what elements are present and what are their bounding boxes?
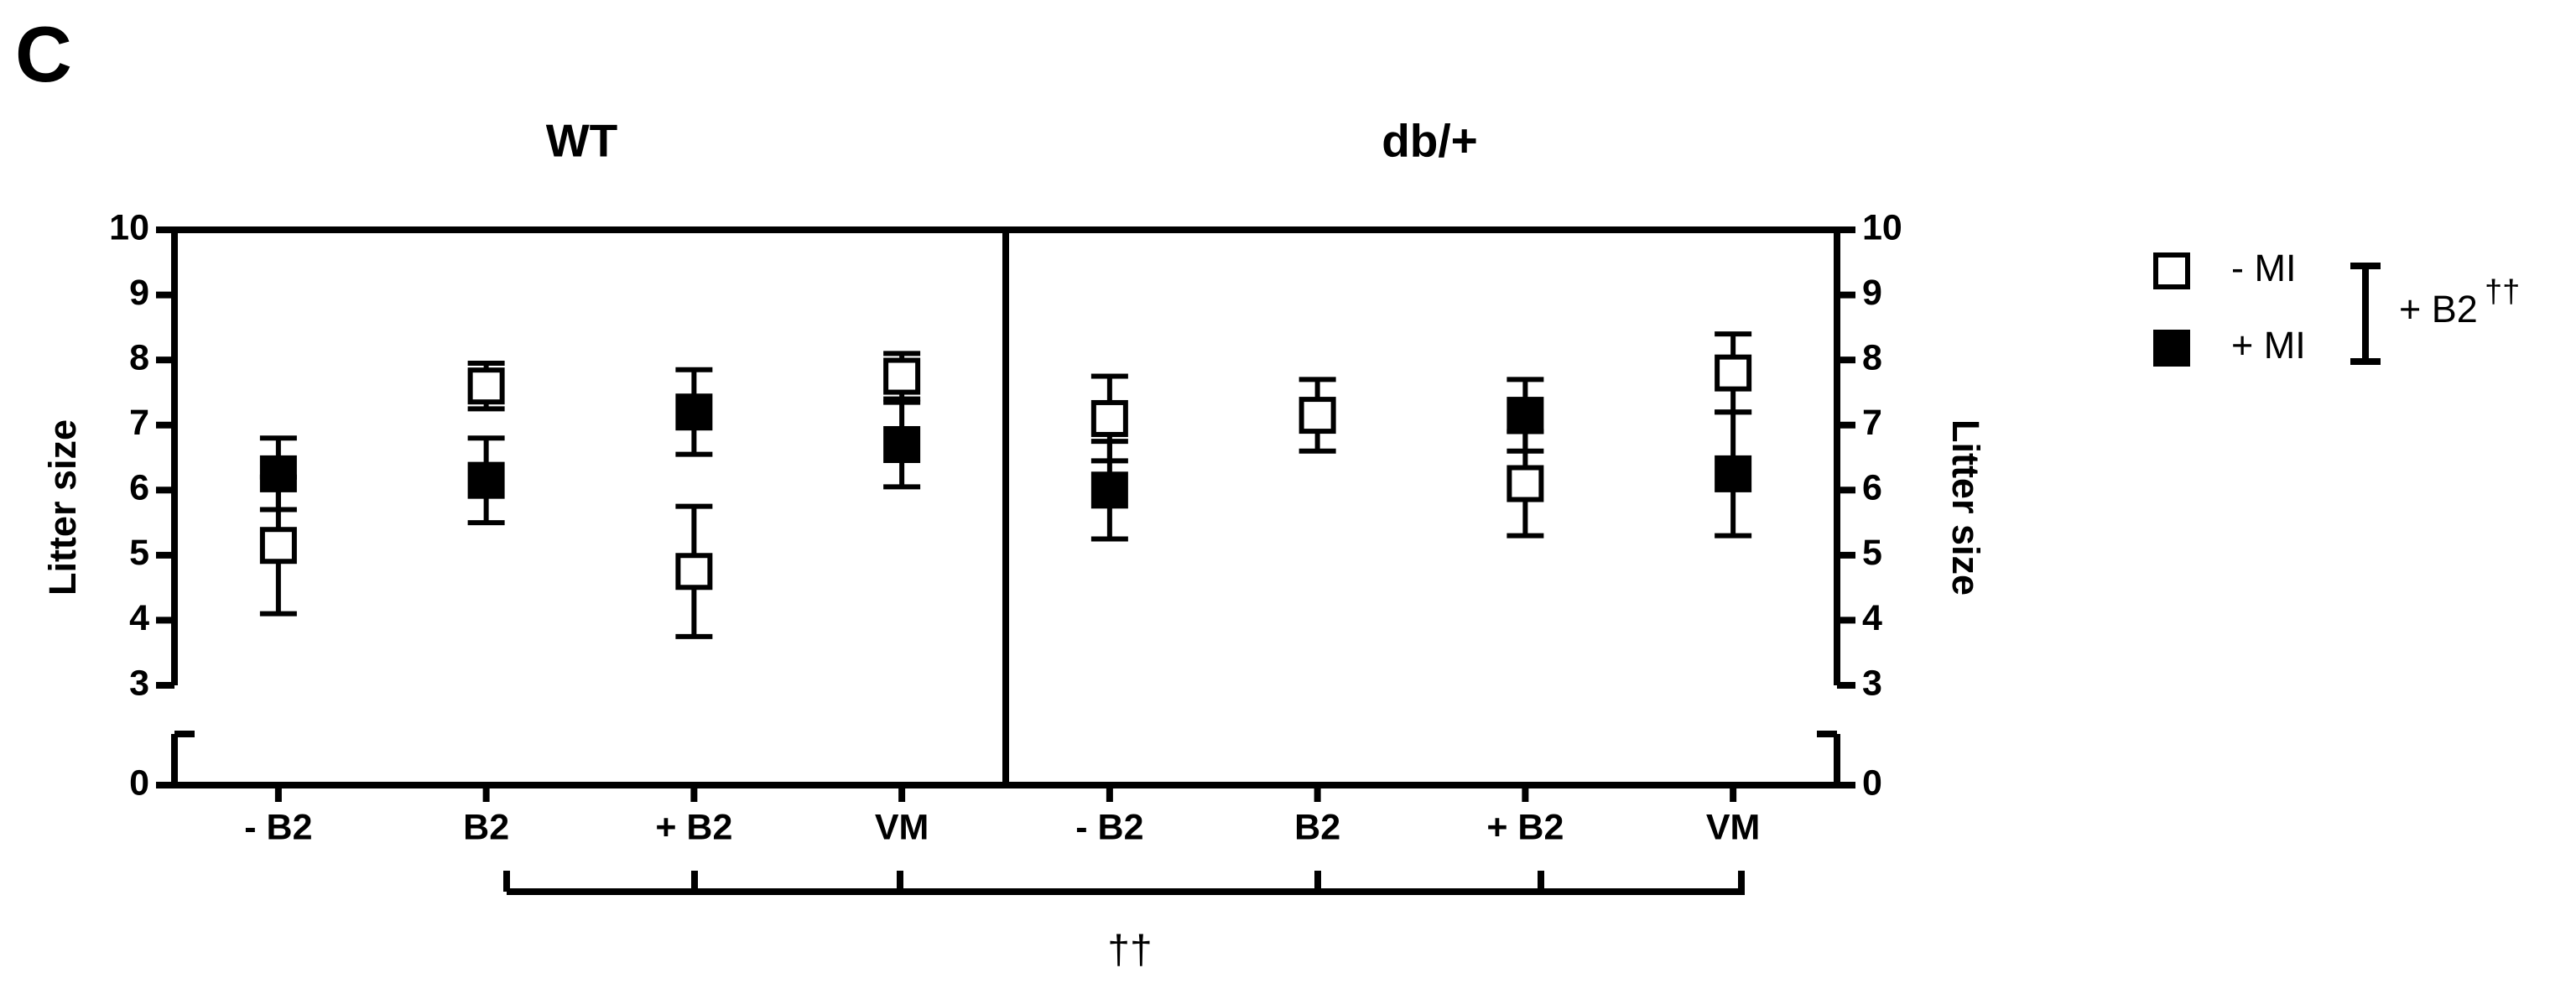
y-tick-label: 5 xyxy=(129,533,149,573)
marker xyxy=(259,527,297,565)
frame xyxy=(1006,226,1837,788)
y-tick-label: 0 xyxy=(129,762,149,803)
x-tick-label: B2 xyxy=(463,807,509,847)
x-tick-label: VM xyxy=(1706,807,1761,847)
x-tick-label: - B2 xyxy=(1075,807,1143,847)
marker xyxy=(1298,397,1336,435)
panel-title: db/+ xyxy=(1382,115,1478,167)
marker xyxy=(1507,397,1544,435)
y-tick-label: 8 xyxy=(129,338,149,378)
marker xyxy=(1715,455,1752,492)
y-tick-label: 10 xyxy=(109,207,149,247)
marker xyxy=(675,553,713,591)
x-tick-label: + B2 xyxy=(655,807,732,847)
y-axis xyxy=(171,230,195,785)
marker xyxy=(259,455,297,492)
significance-bracket xyxy=(503,871,1745,895)
y-tick-label: 9 xyxy=(1862,273,1882,313)
y-axis-label: Litter size xyxy=(41,419,84,596)
x-tick-label: + B2 xyxy=(1486,807,1564,847)
y-tick-label: 7 xyxy=(1862,403,1882,443)
legend-marker xyxy=(2153,252,2190,289)
marker xyxy=(1090,399,1128,437)
y-axis xyxy=(1817,230,1840,785)
marker xyxy=(675,393,713,431)
y-tick-label: 0 xyxy=(1862,762,1882,803)
legend-bracket xyxy=(2350,263,2381,365)
legend-marker xyxy=(2153,330,2190,367)
bracket-mark: †† xyxy=(1107,929,1152,973)
y-tick-label: 6 xyxy=(129,468,149,508)
frame xyxy=(174,226,1006,788)
marker xyxy=(1090,471,1128,509)
y-tick-label: 4 xyxy=(129,598,149,638)
y-tick-label: 9 xyxy=(129,273,149,313)
y-tick-label: 4 xyxy=(1862,598,1882,638)
y-tick-label: 10 xyxy=(1862,207,1902,247)
marker xyxy=(883,425,921,463)
y-tick-label: 7 xyxy=(129,403,149,443)
marker xyxy=(883,357,921,395)
legend-label: - MI xyxy=(2231,247,2296,289)
panel-label: C xyxy=(15,10,72,98)
x-tick-label: B2 xyxy=(1294,807,1340,847)
x-tick-label: - B2 xyxy=(244,807,312,847)
legend-bracket-mark: †† xyxy=(2485,274,2520,310)
y-tick-label: 5 xyxy=(1862,533,1882,573)
y-tick-label: 8 xyxy=(1862,338,1882,378)
y-tick-label: 6 xyxy=(1862,468,1882,508)
y-axis-label: Litter size xyxy=(1944,419,1987,596)
marker xyxy=(1507,465,1544,502)
legend-label: + MI xyxy=(2231,324,2306,367)
x-tick-label: VM xyxy=(875,807,929,847)
marker xyxy=(1715,354,1752,392)
legend-bracket-label: + B2 xyxy=(2399,288,2478,330)
y-tick-label: 3 xyxy=(129,663,149,703)
marker xyxy=(467,461,505,499)
y-tick-label: 3 xyxy=(1862,663,1882,703)
panel-title: WT xyxy=(546,115,618,167)
marker xyxy=(467,367,505,405)
